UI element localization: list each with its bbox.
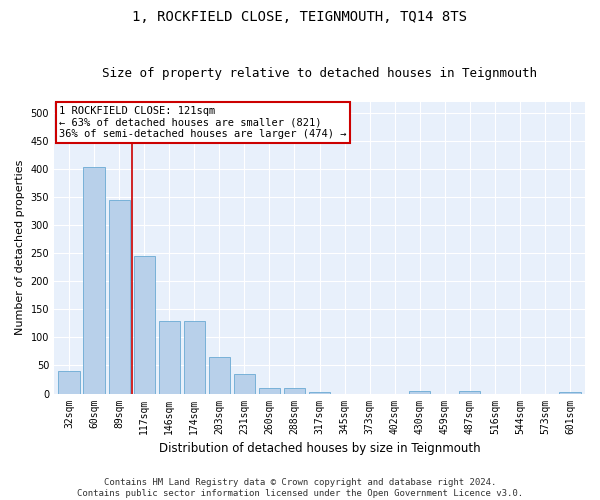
- Bar: [58, 371, 80, 394]
- Bar: [158, 320, 180, 394]
- X-axis label: Distribution of detached houses by size in Teignmouth: Distribution of detached houses by size …: [159, 442, 481, 455]
- Bar: [109, 200, 130, 394]
- Bar: [284, 388, 305, 394]
- Bar: [259, 388, 280, 394]
- Text: 1 ROCKFIELD CLOSE: 121sqm
← 63% of detached houses are smaller (821)
36% of semi: 1 ROCKFIELD CLOSE: 121sqm ← 63% of detac…: [59, 106, 347, 139]
- Text: 1, ROCKFIELD CLOSE, TEIGNMOUTH, TQ14 8TS: 1, ROCKFIELD CLOSE, TEIGNMOUTH, TQ14 8TS: [133, 10, 467, 24]
- Bar: [209, 357, 230, 394]
- Text: Contains HM Land Registry data © Crown copyright and database right 2024.
Contai: Contains HM Land Registry data © Crown c…: [77, 478, 523, 498]
- Bar: [234, 374, 255, 394]
- Bar: [184, 320, 205, 394]
- Bar: [459, 390, 481, 394]
- Bar: [409, 390, 430, 394]
- Y-axis label: Number of detached properties: Number of detached properties: [15, 160, 25, 335]
- Bar: [309, 392, 330, 394]
- Title: Size of property relative to detached houses in Teignmouth: Size of property relative to detached ho…: [102, 66, 537, 80]
- Bar: [559, 392, 581, 394]
- Bar: [134, 256, 155, 394]
- Bar: [83, 167, 105, 394]
